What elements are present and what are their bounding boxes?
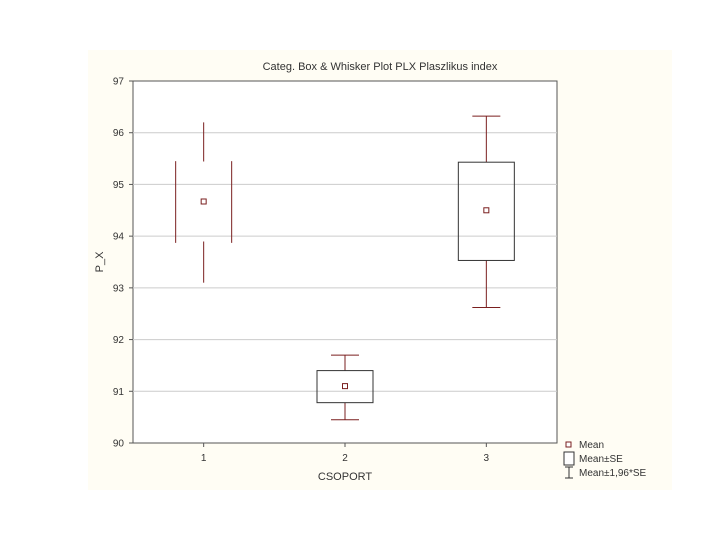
mean-marker <box>342 383 348 390</box>
x-axis-title: CSOPORT <box>318 471 372 483</box>
x-tick-label: 3 <box>484 453 490 464</box>
legend-mean-symbol <box>565 441 572 448</box>
x-tick-label: 1 <box>201 453 207 464</box>
y-tick-label: 96 <box>113 128 125 139</box>
mean-marker <box>200 198 207 205</box>
box-whisker-chart: Categ. Box & Whisker Plot PLX Plaszlikus… <box>94 61 647 483</box>
y-tick-label: 90 <box>113 439 125 450</box>
chart-figure: Categ. Box & Whisker Plot PLX Plaszlikus… <box>88 50 672 490</box>
y-tick-label: 97 <box>113 77 125 88</box>
y-tick-label: 94 <box>113 232 125 243</box>
x-axis-ticks: 1 2 3 <box>201 443 490 464</box>
legend-label: Mean±1,96*SE <box>579 468 647 479</box>
box-group-2 <box>316 354 374 421</box>
box-group-1 <box>175 122 233 283</box>
chart-title: Categ. Box & Whisker Plot PLX Plaszlikus… <box>263 61 498 73</box>
se-box <box>457 161 515 261</box>
mean-marker <box>483 207 490 214</box>
y-tick-label: 92 <box>113 335 125 346</box>
box-group-3 <box>457 115 515 309</box>
legend-item-mean: Mean <box>565 440 604 451</box>
chart-legend: Mean Mean±SE Mean±1,96*SE <box>563 440 647 479</box>
y-axis-ticks: 90 91 92 93 94 95 96 97 <box>113 77 133 450</box>
legend-label: Mean <box>579 440 604 451</box>
se-box <box>316 370 374 404</box>
legend-label: Mean±SE <box>579 454 623 465</box>
x-tick-label: 2 <box>342 453 348 464</box>
y-axis-title: P_X <box>94 251 106 272</box>
y-tick-label: 91 <box>113 387 125 398</box>
legend-se-symbol <box>563 451 575 466</box>
box-groups <box>175 115 515 421</box>
legend-item-se: Mean±SE <box>563 451 623 466</box>
legend-item-ci: Mean±1,96*SE <box>565 466 647 479</box>
y-tick-label: 95 <box>113 180 125 191</box>
y-tick-label: 93 <box>113 283 125 294</box>
